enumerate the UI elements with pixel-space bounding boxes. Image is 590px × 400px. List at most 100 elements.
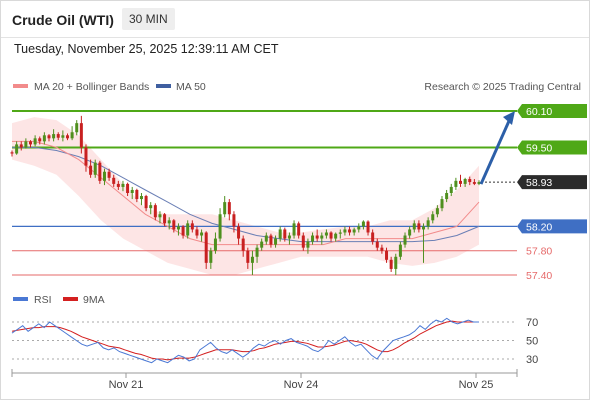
- candle-body: [477, 182, 481, 184]
- x-tick-label: Nov 24: [284, 379, 319, 391]
- candle-body: [260, 241, 264, 248]
- header: Crude Oil (WTI) 30 MIN: [1, 1, 589, 38]
- candle-body: [389, 259, 393, 269]
- candle-body: [237, 226, 241, 239]
- candle-body: [209, 250, 213, 263]
- candle-body: [348, 229, 352, 233]
- candle-body: [158, 214, 162, 218]
- candle-body: [232, 214, 236, 227]
- candle-body: [278, 229, 282, 239]
- candle-body: [408, 229, 412, 236]
- candle-body: [28, 141, 32, 145]
- candle-body: [371, 232, 375, 242]
- candle-body: [186, 223, 190, 236]
- candle-body: [102, 171, 106, 181]
- candle-body: [181, 226, 185, 236]
- candle-body: [255, 247, 259, 257]
- candle-body: [190, 223, 194, 230]
- legend-ma50: MA 50: [176, 81, 206, 93]
- candle-body: [176, 226, 180, 230]
- rsi-plot: 70 50 30: [11, 317, 538, 366]
- candle-body: [352, 229, 356, 233]
- legend-9ma-swatch: [63, 297, 78, 301]
- legend-rsi-swatch: [13, 297, 28, 301]
- candle-body: [144, 196, 148, 209]
- candle-body: [112, 177, 116, 184]
- candle-body: [454, 180, 458, 187]
- candle-body: [218, 214, 222, 239]
- candle-body: [426, 220, 430, 227]
- candle-body: [250, 256, 254, 263]
- candle-body: [269, 235, 273, 245]
- candle-body: [98, 162, 102, 181]
- candle-body: [292, 223, 296, 236]
- rsi-line: [11, 317, 479, 364]
- candle-body: [412, 223, 416, 230]
- candle-body: [75, 123, 79, 133]
- candle-body: [116, 183, 120, 187]
- x-tick-label: Nov 25: [459, 379, 494, 391]
- candle-body: [324, 232, 328, 236]
- candle-body: [52, 134, 56, 139]
- instrument-title: Crude Oil (WTI): [12, 12, 114, 28]
- candle-body: [449, 186, 453, 193]
- legend-bollinger-swatch: [13, 84, 28, 88]
- candle-body: [153, 205, 157, 218]
- candle-body: [301, 235, 305, 248]
- candle-body: [93, 162, 97, 175]
- candle-body: [403, 235, 407, 245]
- level-tag: [517, 140, 587, 155]
- candle-body: [42, 135, 46, 142]
- candle-body: [89, 165, 93, 175]
- candle-body: [394, 256, 398, 269]
- candle-body: [65, 135, 69, 139]
- candle-body: [468, 179, 472, 183]
- candle-body: [246, 250, 250, 263]
- candle-body: [398, 244, 402, 257]
- candle-body: [84, 147, 88, 166]
- candle-body: [79, 123, 83, 148]
- candle-body: [264, 235, 268, 242]
- candle-body: [24, 141, 28, 148]
- candle-body: [431, 214, 435, 221]
- candle-body: [47, 135, 51, 139]
- candle-body: [200, 232, 204, 236]
- candle-body: [380, 247, 384, 251]
- candle-body: [139, 196, 143, 200]
- candle-body: [463, 179, 467, 184]
- candle-body: [107, 171, 111, 178]
- legend-bollinger: MA 20 + Bollinger Bands: [34, 81, 149, 93]
- level-tag: [517, 104, 587, 118]
- x-axis: Nov 21 Nov 24 Nov 25: [11, 369, 518, 391]
- candle-body: [357, 226, 361, 230]
- level-label: 58.20: [526, 221, 552, 233]
- candle-body: [121, 183, 125, 187]
- candle-body: [167, 220, 171, 224]
- timestamp: Tuesday, November 25, 2025 12:39:11 AM C…: [14, 42, 279, 56]
- candle-body: [306, 241, 310, 248]
- level-tag: [517, 175, 587, 190]
- level-label: 60.10: [526, 106, 552, 118]
- price-plot: 60.10 59.50 58.93 58.20 57.80 57.40: [10, 104, 587, 282]
- bollinger-band: [12, 117, 479, 275]
- candle-body: [227, 202, 231, 215]
- x-tick-label: Nov 21: [109, 379, 144, 391]
- timeframe-badge[interactable]: 30 MIN: [122, 8, 175, 30]
- candle-body: [311, 235, 315, 242]
- candle-body: [135, 189, 139, 200]
- candle-body: [361, 221, 365, 227]
- candle-body: [241, 238, 245, 251]
- candle-body: [61, 135, 65, 138]
- candle-body: [422, 226, 426, 230]
- candle-body: [70, 132, 74, 139]
- candle-body: [163, 214, 167, 224]
- level-label: 57.80: [526, 246, 552, 258]
- ma50-line: [12, 146, 480, 243]
- legend-ma50-swatch: [156, 84, 171, 88]
- candle-body: [38, 138, 42, 142]
- candle-body: [56, 134, 60, 138]
- rsi-tick-label: 70: [526, 317, 538, 329]
- candle-body: [15, 144, 19, 154]
- candle-body: [320, 235, 324, 239]
